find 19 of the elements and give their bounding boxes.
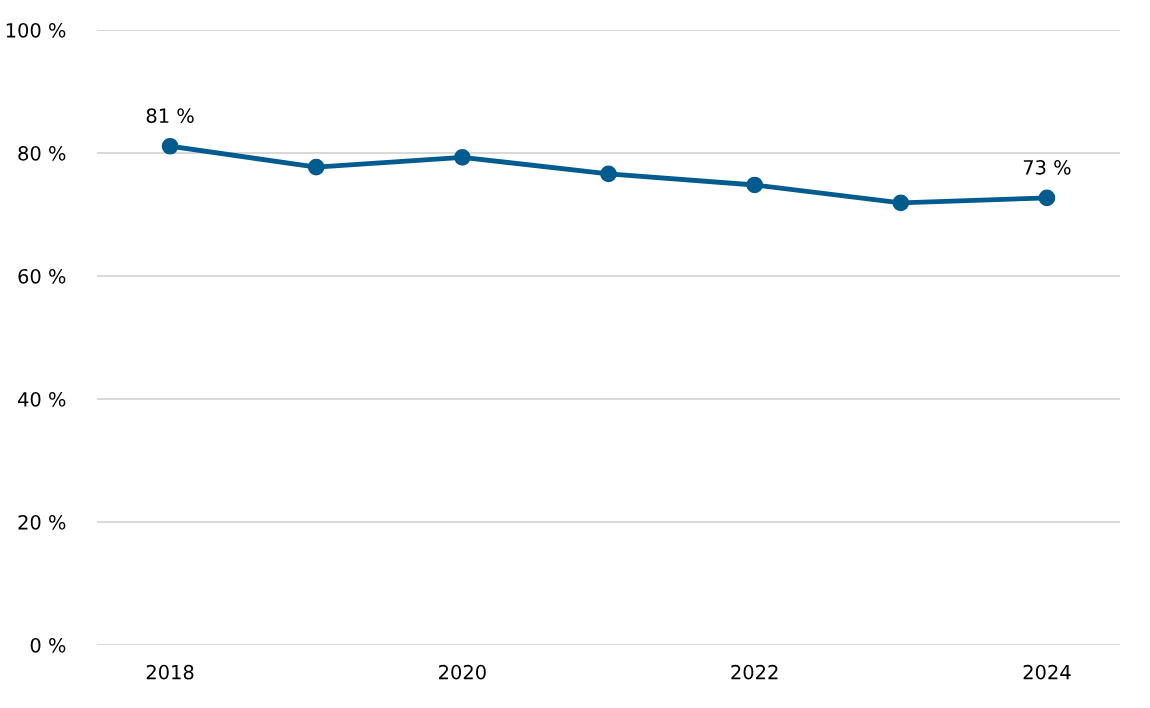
x-tick-label: 2020 [439, 664, 486, 680]
data-label: 81 % [146, 108, 194, 124]
y-tick-label: 20 % [18, 514, 66, 530]
point [746, 176, 763, 194]
point [307, 158, 325, 176]
x-tick-label: 2022 [731, 664, 778, 680]
x-tick-label: 2018 [146, 664, 194, 680]
y-tick-label: 0 % [30, 637, 66, 653]
point [454, 148, 471, 166]
y-tick-label: 40 % [18, 391, 66, 407]
point [161, 137, 179, 155]
y-tick-label: 60 % [18, 268, 66, 284]
y-tick-label: 100 % [6, 22, 66, 38]
y-tick-label: 80 % [18, 145, 66, 161]
x-tick-label: 2024 [1023, 664, 1071, 680]
point [600, 165, 617, 183]
point [1038, 189, 1056, 207]
data-label: 73 % [1023, 159, 1071, 175]
point [892, 194, 910, 212]
